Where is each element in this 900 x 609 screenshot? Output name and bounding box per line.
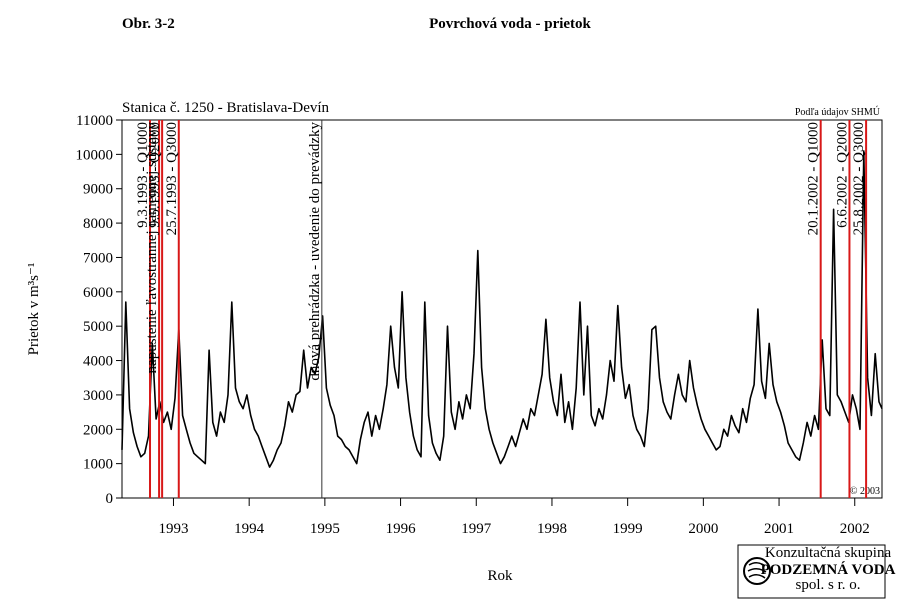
logo-text: Konzultačná skupina bbox=[765, 545, 892, 561]
x-tick-label: 1995 bbox=[310, 521, 340, 537]
y-tick-label: 6000 bbox=[83, 285, 113, 301]
data-line bbox=[121, 150, 883, 468]
y-tick-label: 9000 bbox=[83, 182, 113, 198]
y-tick-label: 2000 bbox=[83, 422, 113, 438]
x-tick-label: 1997 bbox=[461, 521, 492, 537]
event-label: 6.6.2002 - Q2000 bbox=[834, 122, 850, 228]
y-tick-label: 10000 bbox=[76, 147, 114, 163]
source: Podľa údajov SHMÚ bbox=[795, 106, 881, 118]
y-tick-label: 3000 bbox=[83, 388, 113, 404]
plot-frame bbox=[121, 119, 883, 499]
logo-icon-waves bbox=[747, 562, 767, 579]
y-tick-label: 11000 bbox=[76, 113, 113, 129]
subtitle: Stanica č. 1250 - Bratislava-Devín bbox=[122, 100, 330, 116]
x-tick-label: 2000 bbox=[688, 521, 718, 537]
logo-text: spol. s r. o. bbox=[795, 577, 860, 593]
x-tick-label: 1996 bbox=[386, 521, 417, 537]
figure-label: Obr. 3-2 bbox=[122, 16, 175, 32]
x-tick-label: 1994 bbox=[234, 521, 265, 537]
x-tick-label: 2002 bbox=[840, 521, 870, 537]
logo-icon bbox=[743, 557, 771, 585]
y-tick-label: 0 bbox=[106, 491, 114, 507]
x-tick-label: 1998 bbox=[537, 521, 567, 537]
event-label: 9.3.1993 - Q1000 bbox=[135, 122, 151, 228]
event-label: 20.1.2002 - Q1000 bbox=[806, 122, 822, 235]
x-tick-label: 2001 bbox=[764, 521, 794, 537]
y-tick-label: 1000 bbox=[83, 457, 113, 473]
logo-box bbox=[737, 544, 886, 599]
event-label: 25.7.1993 - Q3000 bbox=[164, 122, 180, 235]
chart-title: Povrchová voda - prietok bbox=[429, 16, 591, 32]
y-tick-label: 7000 bbox=[83, 250, 113, 266]
x-tick-label: 1993 bbox=[158, 521, 188, 537]
y-tick-label: 4000 bbox=[83, 354, 113, 370]
x-tick-label: 1999 bbox=[613, 521, 643, 537]
event-label: dnová prehrádzka - uvedenie do prevádzky bbox=[307, 122, 323, 381]
y-axis-label: Prietok v m³s⁻¹ bbox=[26, 263, 42, 356]
event-label: napustenie ľavostrannej ramennej sústavy bbox=[144, 122, 160, 374]
y-tick-label: 5000 bbox=[83, 319, 113, 335]
logo-text: PODZEMNÁ VODA bbox=[761, 561, 896, 578]
logo: Konzultačná skupina PODZEMNÁ VODA spol. … bbox=[737, 544, 896, 599]
copyright: © 2003 bbox=[850, 486, 880, 497]
event-label: 25.8.2002 - Q3000 bbox=[851, 122, 867, 235]
event-label: 9.5.1993 - Q2000 bbox=[147, 122, 163, 228]
x-axis-label: Rok bbox=[487, 568, 513, 584]
y-tick-label: 8000 bbox=[83, 216, 113, 232]
